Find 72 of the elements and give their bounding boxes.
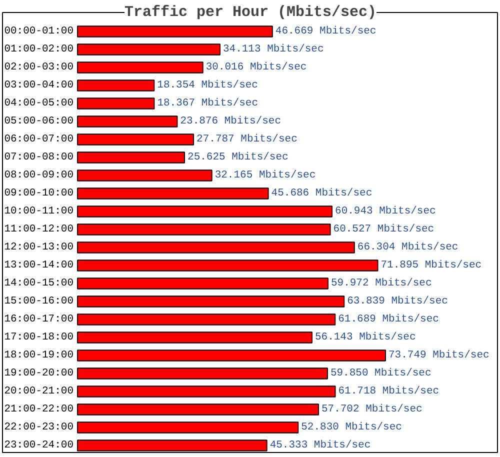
y-tick-label: 02:00-03:00 <box>4 62 74 74</box>
data-label: 61.718 Mbits/sec <box>338 386 440 398</box>
y-tick-label: 23:00-24:00 <box>4 440 74 452</box>
data-label: 32.165 Mbits/sec <box>214 170 316 182</box>
y-tick-label: 10:00-11:00 <box>4 206 74 218</box>
data-label: 45.686 Mbits/sec <box>271 188 372 200</box>
y-tick-label: 14:00-15:00 <box>4 278 74 290</box>
bar <box>77 26 273 38</box>
y-tick-label: 20:00-21:00 <box>4 386 74 398</box>
data-label: 46.669 Mbits/sec <box>275 26 376 38</box>
data-label: 34.113 Mbits/sec <box>222 44 324 56</box>
bar <box>77 98 155 110</box>
data-label: 18.354 Mbits/sec <box>157 80 258 92</box>
data-label: 66.304 Mbits/sec <box>357 242 458 254</box>
bar <box>77 188 269 200</box>
y-tick-label: 08:00-09:00 <box>4 170 74 182</box>
bar <box>77 44 220 56</box>
y-tick-label: 19:00-20:00 <box>4 368 74 380</box>
chart-title: Traffic per Hour (Mbits/sec) <box>124 4 377 21</box>
data-label: 23.876 Mbits/sec <box>180 116 282 128</box>
bar <box>77 314 336 326</box>
data-label: 73.749 Mbits/sec <box>388 350 490 362</box>
y-tick-label: 13:00-14:00 <box>4 260 74 272</box>
data-label: 45.333 Mbits/sec <box>270 440 371 452</box>
data-label: 60.527 Mbits/sec <box>333 224 434 236</box>
bar <box>77 332 312 344</box>
data-label: 27.787 Mbits/sec <box>196 134 298 146</box>
bar <box>77 386 336 398</box>
y-tick-label: 22:00-23:00 <box>4 422 74 434</box>
bar <box>77 80 155 92</box>
data-label: 61.689 Mbits/sec <box>338 314 439 326</box>
data-label: 63.839 Mbits/sec <box>347 296 448 308</box>
bar <box>77 224 331 236</box>
y-tick-label: 03:00-04:00 <box>4 80 74 92</box>
data-label: 52.830 Mbits/sec <box>301 422 402 434</box>
y-tick-label: 04:00-05:00 <box>4 98 74 110</box>
bar <box>77 206 333 218</box>
y-tick-label: 11:00-12:00 <box>4 224 74 236</box>
y-tick-label: 01:00-02:00 <box>4 44 74 56</box>
bar <box>77 62 204 74</box>
data-label: 25.625 Mbits/sec <box>188 152 288 164</box>
y-tick-label: 17:00-18:00 <box>4 332 74 344</box>
bar <box>77 422 299 434</box>
y-tick-label: 12:00-13:00 <box>4 242 74 254</box>
data-label: 71.895 Mbits/sec <box>380 260 482 272</box>
bar <box>77 278 328 290</box>
y-tick-label: 07:00-08:00 <box>4 152 74 164</box>
bar <box>77 152 186 164</box>
bar <box>77 296 345 308</box>
bar <box>77 350 386 362</box>
data-label: 56.143 Mbits/sec <box>314 332 416 344</box>
data-label: 59.850 Mbits/sec <box>330 368 432 380</box>
bar <box>77 170 212 182</box>
y-tick-label: 21:00-22:00 <box>4 404 74 416</box>
y-tick-label: 00:00-01:00 <box>4 26 74 38</box>
y-tick-label: 06:00-07:00 <box>4 134 74 146</box>
bar <box>77 404 319 416</box>
data-label: 57.702 Mbits/sec <box>321 404 422 416</box>
bar <box>77 368 328 380</box>
y-tick-label: 16:00-17:00 <box>4 314 74 326</box>
bar <box>77 134 194 146</box>
y-tick-label: 15:00-16:00 <box>4 296 74 308</box>
data-label: 59.972 Mbits/sec <box>330 278 432 290</box>
y-tick-label: 18:00-19:00 <box>4 350 74 362</box>
data-label: 30.016 Mbits/sec <box>206 62 307 74</box>
data-label: 60.943 Mbits/sec <box>335 206 436 218</box>
bar <box>77 116 178 128</box>
bar <box>77 242 355 254</box>
data-label: 18.367 Mbits/sec <box>157 98 258 110</box>
y-tick-label: 05:00-06:00 <box>4 116 74 128</box>
bar <box>77 260 378 272</box>
y-tick-label: 09:00-10:00 <box>4 188 74 200</box>
